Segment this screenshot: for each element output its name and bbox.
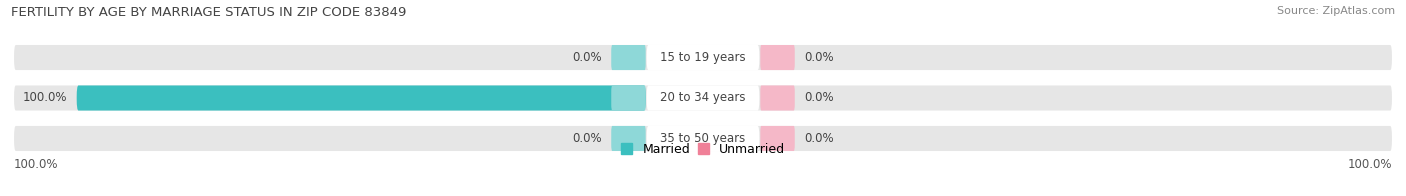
FancyBboxPatch shape — [761, 45, 794, 70]
Text: 0.0%: 0.0% — [804, 132, 834, 145]
Text: 100.0%: 100.0% — [14, 158, 59, 171]
Legend: Married, Unmarried: Married, Unmarried — [616, 138, 790, 161]
FancyBboxPatch shape — [761, 85, 794, 111]
FancyBboxPatch shape — [77, 85, 645, 111]
FancyBboxPatch shape — [14, 126, 1392, 151]
FancyBboxPatch shape — [14, 45, 1392, 70]
Text: 35 to 50 years: 35 to 50 years — [661, 132, 745, 145]
FancyBboxPatch shape — [612, 45, 645, 70]
FancyBboxPatch shape — [647, 85, 759, 111]
Text: 0.0%: 0.0% — [572, 132, 602, 145]
Text: 15 to 19 years: 15 to 19 years — [661, 51, 745, 64]
Text: 0.0%: 0.0% — [804, 92, 834, 104]
Text: 100.0%: 100.0% — [22, 92, 67, 104]
FancyBboxPatch shape — [647, 45, 759, 70]
FancyBboxPatch shape — [647, 126, 759, 151]
FancyBboxPatch shape — [612, 85, 645, 111]
FancyBboxPatch shape — [761, 126, 794, 151]
Text: 0.0%: 0.0% — [572, 51, 602, 64]
Text: FERTILITY BY AGE BY MARRIAGE STATUS IN ZIP CODE 83849: FERTILITY BY AGE BY MARRIAGE STATUS IN Z… — [11, 6, 406, 19]
Text: 20 to 34 years: 20 to 34 years — [661, 92, 745, 104]
FancyBboxPatch shape — [612, 126, 645, 151]
Text: 100.0%: 100.0% — [1347, 158, 1392, 171]
Text: Source: ZipAtlas.com: Source: ZipAtlas.com — [1277, 6, 1395, 16]
FancyBboxPatch shape — [14, 85, 1392, 111]
Text: 0.0%: 0.0% — [804, 51, 834, 64]
